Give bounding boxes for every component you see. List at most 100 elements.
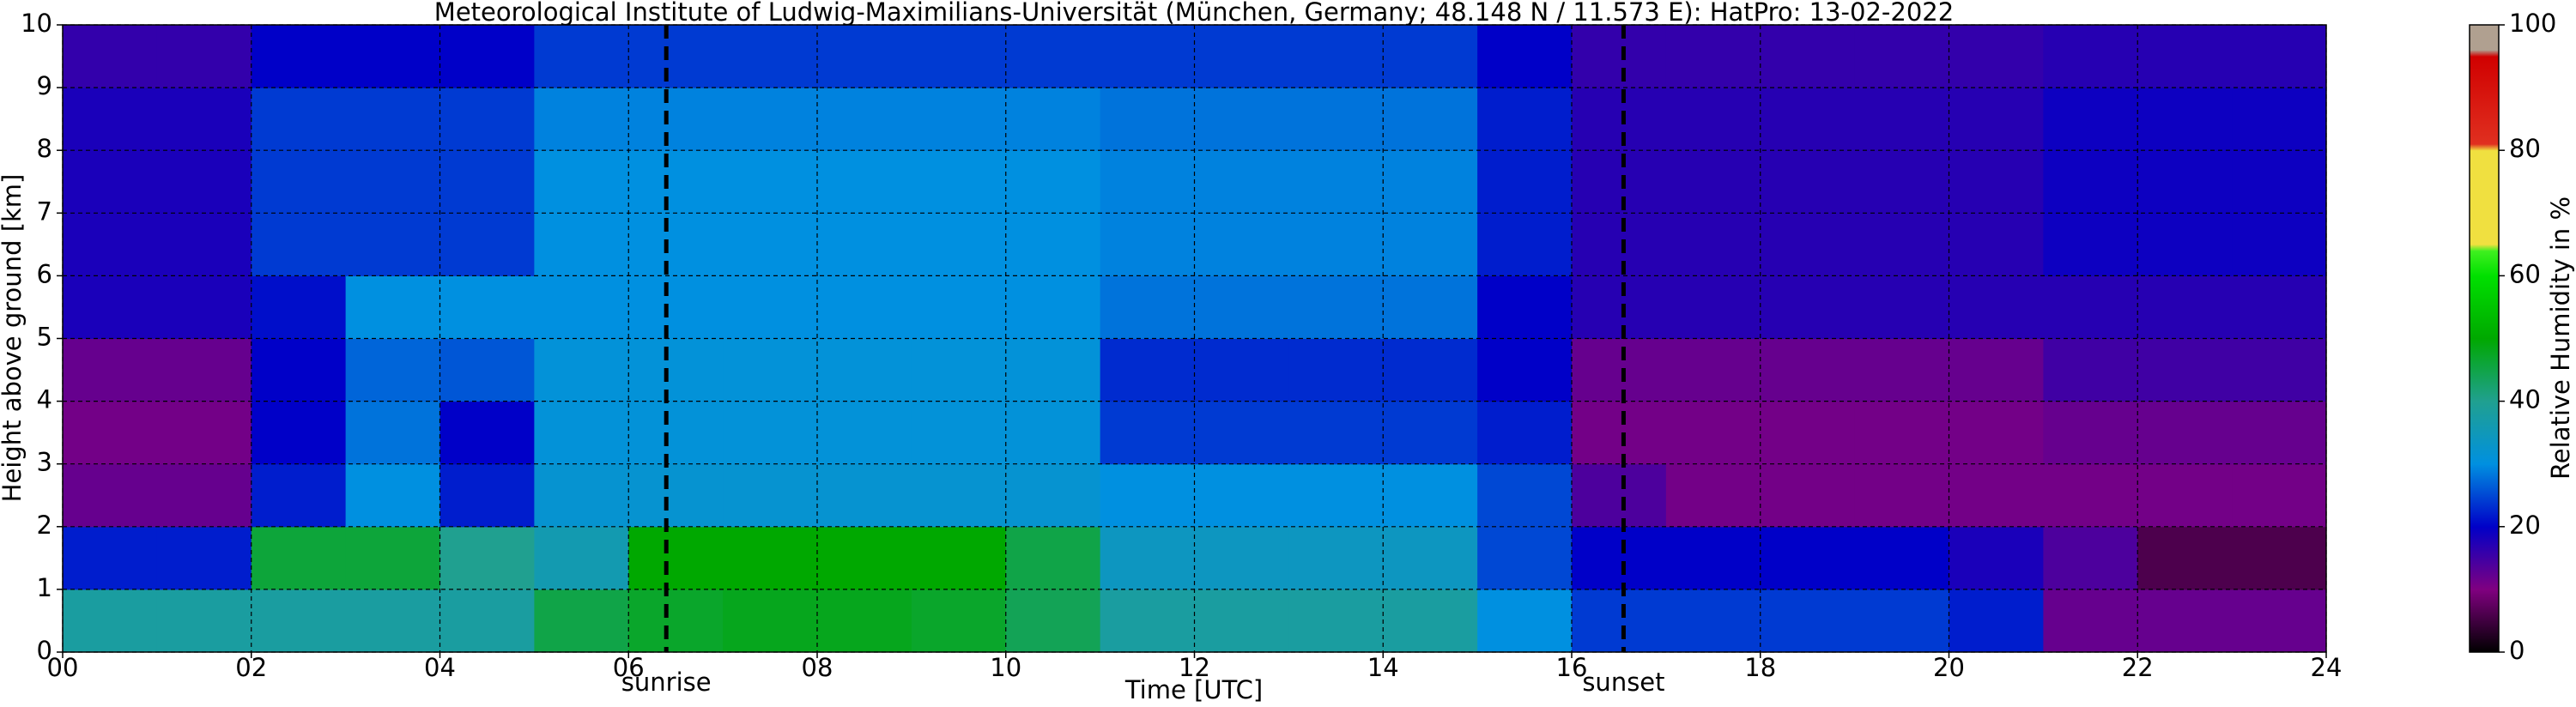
heatmap-cell [1005,401,1101,465]
heatmap-cell [345,526,440,590]
heatmap-cell [251,526,347,590]
heatmap-cell [723,88,818,151]
heatmap-cell [911,401,1007,465]
heatmap-cell [1383,338,1478,402]
heatmap-cell [1194,88,1289,151]
heatmap-cell [2043,401,2138,465]
heatmap-cell [1194,338,1289,402]
colorbar-tick-label: 60 [2509,259,2541,288]
colorbar-tick-label: 80 [2509,134,2541,163]
heatmap-cell [1477,88,1573,151]
heatmap-cell [1665,213,1761,276]
heatmap-cell [63,463,158,528]
heatmap-cell [251,275,347,339]
heatmap-cell [1383,213,1478,276]
colorbar-segment [2470,25,2499,51]
heatmap-cell [1100,213,1195,276]
heatmap-cell [2043,25,2138,88]
heatmap-cell [534,25,629,88]
heatmap-cell [439,463,535,528]
heatmap-cell [1100,88,1195,151]
heatmap-cell [1665,589,1761,653]
colorbar-label: Relative Humidity in % [2546,196,2575,480]
heatmap-cell [63,526,158,590]
heatmap-cell [251,213,347,276]
heatmap-cell [628,213,724,276]
heatmap-cell [628,150,724,214]
heatmap-cell [2137,25,2233,88]
x-tick-label: 14 [1367,653,1399,682]
heatmap-cell [1854,589,1949,653]
heatmap-cell [1100,526,1195,590]
heatmap-cell [1194,526,1289,590]
heatmap-cell [1100,463,1195,528]
heatmap-cell [1854,526,1949,590]
event-label: sunrise [621,668,712,697]
heatmap-cell [1005,526,1101,590]
heatmap-cell [2232,589,2327,653]
heatmap-cell [439,526,535,590]
heatmap-cell [1665,338,1761,402]
heatmap-cell [2137,150,2233,214]
heatmap-cell [817,88,912,151]
heatmap-cell [628,275,724,339]
plot-frame [62,24,2327,653]
heatmap-cell [2137,275,2233,339]
heatmap-cell [1194,150,1289,214]
heatmap-cell [1572,338,1667,402]
heatmap-cell [1854,88,1949,151]
heatmap-cell [1100,401,1195,465]
colorbar-segment [2470,143,2499,151]
heatmap-cell [1572,463,1667,528]
heatmap-cell [911,589,1007,653]
heatmap-cell [251,589,347,653]
colorbar-segment [2470,589,2499,653]
heatmap-cell [1760,150,1856,214]
y-tick-label: 0 [37,636,52,665]
heatmap-cell [534,401,629,465]
heatmap-cell [345,338,440,402]
heatmap-cell [911,25,1007,88]
heatmap-cell [251,401,347,465]
y-tick-label: 5 [37,323,52,352]
heatmap-cell [1005,88,1101,151]
heatmap-cell [1100,338,1195,402]
heatmap-cell [628,526,724,590]
heatmap-cell [63,401,158,465]
heatmap-cell [817,463,912,528]
heatmap-cell [1194,589,1289,653]
heatmap-cell [1854,213,1949,276]
heatmap-cell [1572,275,1667,339]
heatmap-cell [1854,275,1949,339]
heatmap-cell [1949,526,2044,590]
heatmap-cell [1665,25,1761,88]
colorbar-segment [2470,50,2499,57]
x-tick-label: 22 [2122,653,2154,682]
heatmap-cell [817,213,912,276]
heatmap-cell [2137,526,2233,590]
heatmap-cell [345,275,440,339]
y-tick-label: 7 [37,196,52,226]
heatmap-cell [156,338,252,402]
heatmap-cell [1383,401,1478,465]
heatmap-cell [1194,25,1289,88]
heatmap-cell [1288,150,1384,214]
colorbar-segment [2470,251,2499,276]
colorbar-segment [2470,526,2499,590]
heatmap-cell [1949,589,2044,653]
heatmap-cell [628,589,724,653]
heatmap-cell [1005,589,1101,653]
heatmap-cell [1572,401,1667,465]
heatmap-cell [63,25,158,88]
heatmap-cell [1477,589,1573,653]
x-tick-label: 24 [2311,653,2343,682]
heatmap-cell [1288,25,1384,88]
heatmap-cell [1288,213,1384,276]
colorbar-tick-label: 0 [2509,636,2524,665]
heatmap-cell [2232,526,2327,590]
heatmap-cell [1194,275,1289,339]
heatmap-cell [1383,150,1478,214]
heatmap-cell [156,275,252,339]
x-tick-label: 06 [613,653,645,682]
heatmap-cell [1760,213,1856,276]
